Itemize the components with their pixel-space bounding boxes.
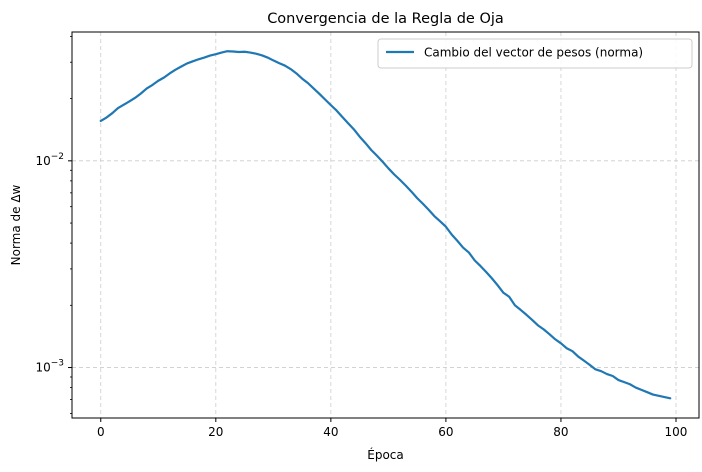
legend-label: Cambio del vector de pesos (norma) xyxy=(424,46,643,60)
y-tick-label: 10−3 xyxy=(35,359,64,375)
y-tick-label: 10−2 xyxy=(35,152,64,168)
grid-layer xyxy=(72,32,699,418)
x-tick-label: 60 xyxy=(438,425,453,439)
x-tick-label: 80 xyxy=(553,425,568,439)
y-tick-label-exponent: −3 xyxy=(51,359,64,369)
y-tick-label-exponent: −2 xyxy=(51,152,64,162)
x-axis-label: Época xyxy=(367,447,404,462)
x-tick-label: 40 xyxy=(323,425,338,439)
y-tick-label-base: 10 xyxy=(35,154,50,168)
plot-frame xyxy=(71,31,700,419)
legend-box xyxy=(377,38,693,69)
x-tick-layer: 0 20 40 60 80 100 xyxy=(97,418,688,439)
series-line xyxy=(99,50,672,400)
x-tick-label: 100 xyxy=(665,425,688,439)
legend: Cambio del vector de pesos (norma) xyxy=(377,38,693,69)
chart-title: Convergencia de la Regla de Oja xyxy=(267,11,504,27)
x-tick-label: 20 xyxy=(208,425,223,439)
series-layer xyxy=(99,50,672,400)
y-tick-layer: 10−310−2 xyxy=(35,152,72,375)
y-tick-label-base: 10 xyxy=(35,361,50,375)
x-tick-label: 0 xyxy=(97,425,105,439)
y-axis-label: Norma de Δw xyxy=(9,184,23,265)
